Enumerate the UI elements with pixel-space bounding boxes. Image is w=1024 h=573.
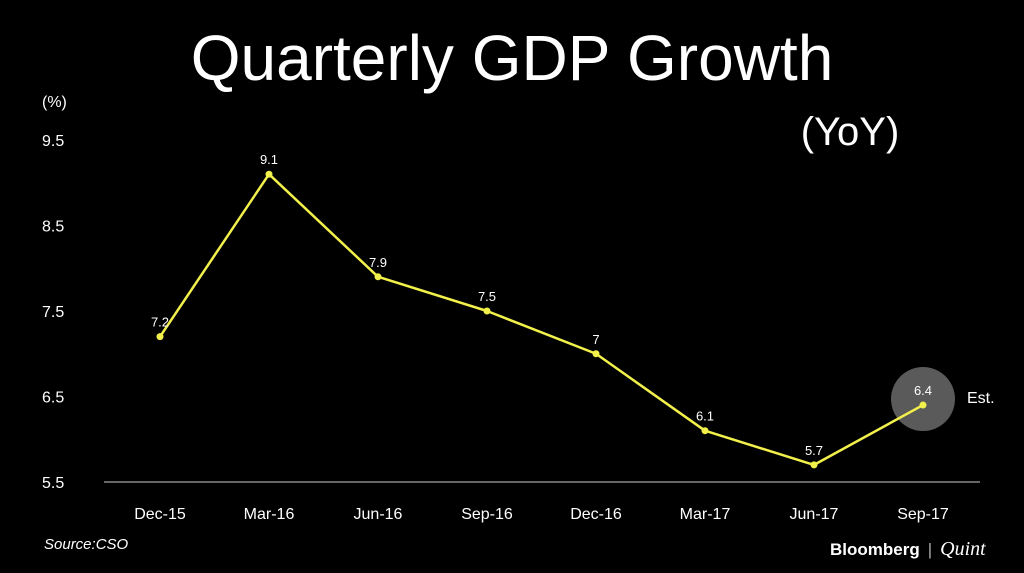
brand-name: Bloomberg [830, 540, 920, 559]
x-tick-label: Mar-16 [244, 506, 295, 523]
data-label: 7.5 [478, 289, 496, 304]
x-tick-label: Mar-17 [680, 506, 731, 523]
data-point [592, 350, 600, 358]
estimate-highlight-circle [891, 367, 955, 432]
y-tick-label: 9.5 [42, 133, 64, 150]
chart-title: Quarterly GDP Growth [190, 22, 834, 94]
y-tick-label: 6.5 [42, 390, 64, 407]
data-point [374, 273, 382, 281]
data-label: 7.9 [369, 255, 387, 270]
x-tick-label: Sep-17 [897, 506, 949, 523]
data-points [156, 170, 927, 469]
data-point [483, 307, 491, 315]
x-tick-label: Dec-16 [570, 506, 622, 523]
brand-logo: Bloomberg | Quint [830, 538, 986, 561]
y-tick-label: 7.5 [42, 304, 64, 321]
data-point [810, 461, 818, 469]
x-tick-label: Dec-15 [134, 506, 186, 523]
data-point [701, 427, 709, 435]
data-point [265, 170, 273, 178]
x-tick-label: Sep-16 [461, 506, 513, 523]
y-tick-label: 8.5 [42, 219, 64, 236]
data-point [919, 401, 927, 409]
data-label: 7 [592, 332, 599, 347]
data-labels: 7.2 9.1 7.9 7.5 7 6.1 5.7 6.4 [151, 152, 932, 458]
x-axis-ticks: Dec-15 Mar-16 Jun-16 Sep-16 Dec-16 Mar-17 Jun-… [134, 506, 949, 523]
series-line [158, 172, 924, 467]
y-axis-unit-label: (%) [42, 94, 67, 111]
chart-subtitle: (YoY) [800, 110, 900, 154]
data-label: 6.4 [914, 383, 932, 398]
brand-divider: | [927, 540, 933, 559]
source-note: Source:CSO [44, 536, 129, 553]
y-tick-label: 5.5 [42, 475, 64, 492]
data-label: 7.2 [151, 315, 169, 330]
x-tick-label: Jun-16 [354, 506, 403, 523]
y-axis-ticks: 5.5 6.5 7.5 8.5 9.5 [42, 133, 64, 492]
data-label: 9.1 [260, 152, 278, 167]
data-label: 6.1 [696, 409, 714, 424]
brand-sub: Quint [940, 538, 986, 560]
data-label: 5.7 [805, 443, 823, 458]
data-point [156, 333, 164, 341]
estimate-annotation: Est. [967, 390, 995, 407]
x-tick-label: Jun-17 [790, 506, 839, 523]
